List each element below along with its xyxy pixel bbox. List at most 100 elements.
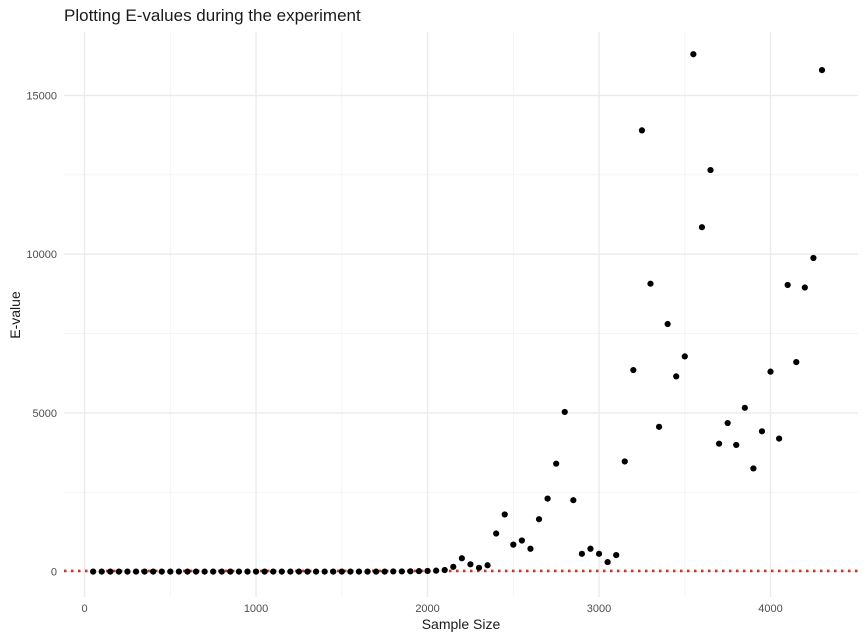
data-point — [458, 555, 465, 562]
data-point — [141, 568, 148, 575]
data-point — [527, 545, 534, 552]
data-point — [192, 568, 200, 575]
data-point — [553, 460, 560, 467]
data-point — [295, 568, 303, 575]
data-point — [373, 568, 380, 575]
data-point — [690, 51, 697, 58]
x-tick-label: 0 — [82, 603, 88, 615]
data-point — [810, 254, 817, 262]
data-point — [235, 568, 243, 575]
data-point — [467, 561, 474, 568]
data-point — [707, 166, 714, 174]
data-point — [758, 428, 766, 435]
data-point — [244, 568, 251, 575]
data-point — [801, 284, 808, 291]
data-point — [330, 568, 337, 575]
data-point — [167, 568, 174, 575]
data-point — [578, 550, 586, 557]
data-point — [407, 568, 414, 575]
data-point — [424, 567, 431, 575]
data-point — [398, 568, 405, 575]
data-point — [90, 568, 97, 575]
data-point — [218, 568, 225, 575]
data-point — [673, 373, 680, 380]
data-point — [664, 320, 671, 328]
data-point — [595, 550, 603, 557]
data-point — [681, 353, 688, 360]
data-point — [561, 408, 568, 416]
data-point — [793, 359, 800, 366]
points-layer — [90, 51, 826, 575]
data-point — [724, 419, 731, 427]
data-point — [261, 568, 268, 575]
y-tick-label: 15000 — [26, 90, 57, 102]
data-point — [784, 281, 791, 289]
data-point — [364, 568, 371, 575]
data-point — [175, 568, 182, 575]
data-point — [158, 568, 165, 575]
data-point — [535, 516, 543, 523]
data-point — [150, 568, 157, 575]
x-tick-label: 3000 — [587, 603, 611, 615]
data-point — [493, 530, 500, 537]
data-point — [604, 558, 611, 566]
data-point — [184, 568, 191, 575]
chart-title: Plotting E-values during the experiment — [64, 6, 361, 25]
data-point — [750, 465, 757, 472]
data-point — [441, 566, 448, 574]
data-point — [741, 404, 748, 411]
data-point — [587, 545, 594, 552]
data-point — [484, 562, 491, 569]
data-point — [390, 568, 397, 575]
data-point — [98, 568, 105, 575]
x-tick-label: 4000 — [758, 603, 782, 615]
data-point — [415, 568, 423, 575]
data-point — [210, 568, 217, 575]
data-point — [475, 564, 483, 571]
data-point — [638, 127, 646, 134]
data-point — [621, 458, 628, 465]
data-point — [124, 568, 131, 575]
data-point — [655, 423, 663, 430]
data-point — [321, 568, 328, 575]
x-tick-label: 2000 — [415, 603, 439, 615]
data-point — [544, 495, 551, 502]
data-point — [698, 224, 706, 231]
data-point — [733, 441, 740, 449]
data-point — [270, 568, 277, 575]
y-axis-title: E-value — [7, 291, 23, 339]
data-point — [201, 568, 208, 575]
data-point — [338, 568, 345, 575]
data-point — [570, 497, 577, 504]
data-point — [767, 368, 774, 375]
data-point — [278, 568, 285, 575]
x-axis-title: Sample Size — [422, 616, 501, 632]
data-point — [715, 440, 723, 447]
data-point — [501, 511, 508, 518]
y-tick-label: 5000 — [33, 408, 57, 420]
data-point — [776, 435, 783, 442]
y-tick-label: 0 — [51, 567, 57, 579]
data-point — [630, 366, 637, 374]
data-point — [312, 568, 320, 575]
data-point — [355, 568, 363, 575]
data-point — [304, 568, 311, 575]
data-point — [518, 537, 525, 544]
data-point — [433, 567, 440, 574]
data-point — [107, 568, 114, 575]
data-point — [510, 541, 517, 548]
x-tick-label: 1000 — [244, 603, 268, 615]
data-point — [450, 563, 457, 570]
data-point — [287, 568, 294, 575]
data-point — [347, 568, 354, 575]
data-point — [252, 568, 260, 575]
y-tick-label: 10000 — [26, 249, 57, 261]
grid-layer — [64, 32, 858, 597]
data-point — [115, 568, 122, 575]
data-point — [132, 568, 140, 575]
data-point — [647, 280, 654, 287]
tick-labels-layer: 0 1000 2000 3000 4000 0 5000 10000 15000 — [26, 90, 782, 615]
data-point — [227, 568, 234, 575]
